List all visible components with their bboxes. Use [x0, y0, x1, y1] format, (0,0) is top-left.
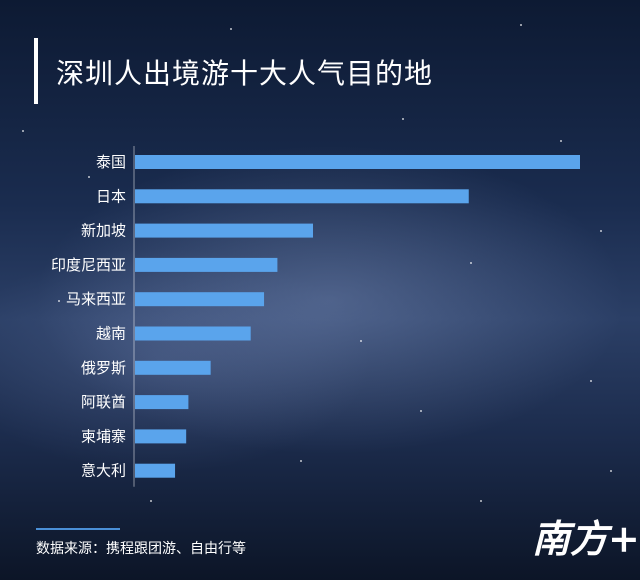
category-label: 日本: [96, 187, 126, 205]
chart-title: 深圳人出境游十大人气目的地: [56, 57, 434, 90]
category-label: 俄罗斯: [81, 359, 126, 377]
category-label: 马来西亚: [66, 290, 126, 308]
category-label: 印度尼西亚: [51, 256, 126, 274]
nanfang-plus-logo: 南方+: [532, 516, 640, 561]
bar: [135, 189, 469, 204]
bar: [135, 429, 187, 444]
category-label: 越南: [96, 325, 126, 343]
title-accent-bar: [34, 38, 38, 104]
category-label: 意大利: [81, 462, 126, 480]
bar: [135, 395, 189, 410]
bar: [135, 292, 265, 307]
data-source-note: 数据来源：携程跟团游、自由行等: [36, 541, 246, 557]
category-label: 柬埔寨: [81, 427, 126, 445]
category-label: 阿联酋: [81, 393, 126, 411]
category-label: 新加坡: [81, 222, 126, 240]
bar: [135, 257, 278, 272]
bar: [135, 155, 580, 169]
bar: [135, 463, 176, 478]
category-label: 泰国: [96, 153, 126, 171]
bar: [135, 326, 251, 341]
bar: [135, 360, 211, 375]
bar: [135, 223, 313, 238]
source-divider: [36, 528, 120, 530]
